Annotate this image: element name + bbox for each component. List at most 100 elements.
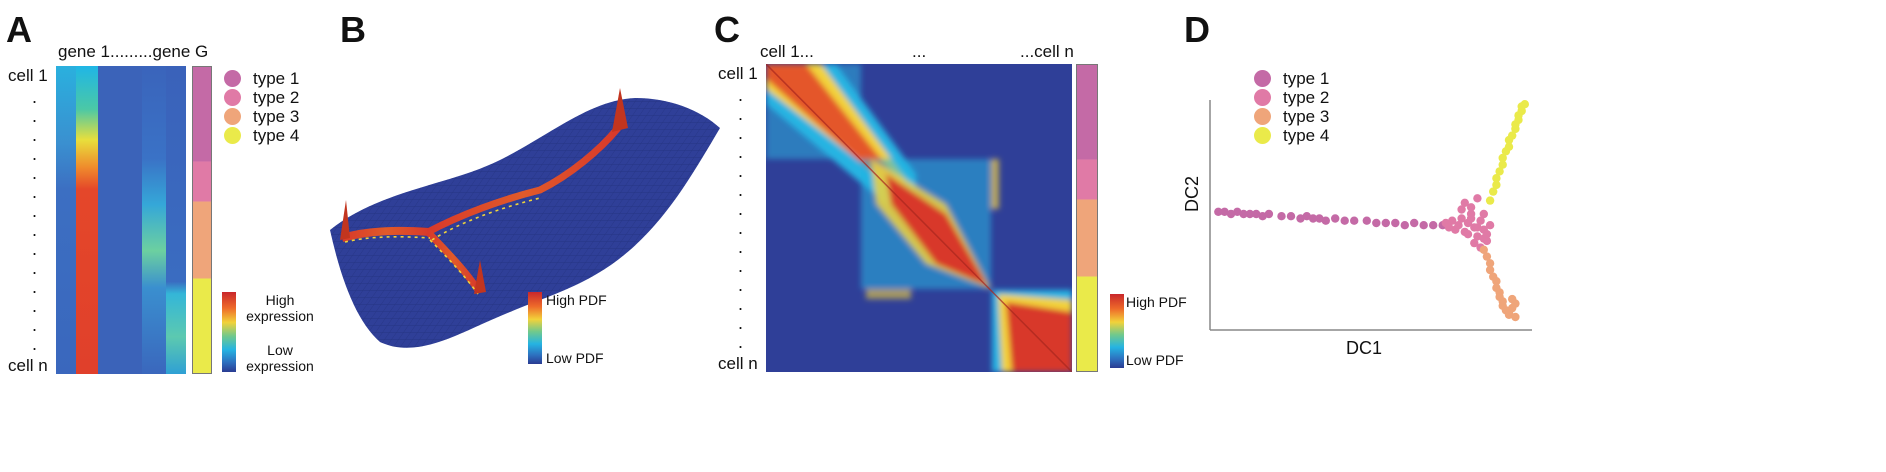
type-bar-segment-type4 [192, 278, 212, 374]
scatter-point-type1 [1391, 218, 1400, 228]
panel-a-row-top: cell 1 [8, 66, 48, 85]
legend-label: type 3 [253, 107, 300, 126]
panel-b-colorbar [528, 292, 542, 364]
legend-label: type 1 [1283, 69, 1330, 88]
scatter-point-type3 [1485, 259, 1495, 268]
panel-a-type-bar [192, 66, 212, 374]
scatter-point-type2 [1479, 234, 1488, 243]
scatter-point-type2 [1473, 194, 1482, 203]
legend-label: type 4 [253, 126, 300, 145]
scatter-point-type2 [1448, 216, 1457, 225]
legend-label: type 3 [1283, 107, 1330, 126]
type-bar-segment-type3 [1076, 199, 1098, 277]
scatter-point-type4 [1492, 180, 1501, 190]
type-1-dot [224, 70, 241, 87]
scatter-point-type2 [1457, 205, 1466, 214]
scatter-point-type1 [1302, 212, 1311, 221]
panel-c-colorbar-high: High PDF [1126, 294, 1187, 310]
scatter-point-type1 [1264, 209, 1274, 219]
legend-type-2: type 2 [1254, 86, 1329, 110]
scatter-point-type2 [1444, 223, 1454, 232]
scatter-point-type2 [1479, 209, 1488, 219]
legend-label: type 2 [253, 88, 300, 107]
panel-c-row-ellipsis: .............. [738, 85, 744, 352]
scatter-point-type2 [1460, 198, 1469, 207]
panel-c-row-bottom: cell n [718, 354, 758, 373]
scatter-point-type2 [1466, 214, 1476, 223]
scatter-point-type1 [1381, 218, 1390, 228]
legend-type-4: type 4 [224, 124, 299, 148]
scatter-point-type4 [1498, 153, 1507, 163]
legend-label: type 1 [253, 69, 300, 88]
scatter-point-type2 [1463, 230, 1473, 239]
panel-c-label: C [714, 9, 740, 50]
type-2-dot [224, 89, 241, 106]
scatter-point-type1 [1372, 218, 1381, 228]
scatter-point-type1 [1239, 209, 1248, 219]
scatter-point-type1 [1277, 212, 1286, 221]
panel-a-heatmap [56, 66, 186, 374]
scatter-point-type3 [1511, 312, 1520, 322]
panel-c-colorbar-low: Low PDF [1126, 352, 1184, 368]
type-3-dot [224, 108, 241, 125]
panel-c-col-mid: ... [912, 42, 927, 61]
panel-a-row-bottom: cell n [8, 356, 48, 375]
scatter-point-type2 [1473, 232, 1482, 241]
scatter-point-type1 [1410, 218, 1419, 228]
panel-d-label: D [1184, 9, 1210, 50]
panel-c-col-left: cell 1... [760, 42, 814, 61]
scatter-point-type4 [1489, 187, 1498, 196]
scatter-point-type1 [1296, 214, 1305, 223]
scatter-point-type2 [1466, 203, 1476, 212]
legend-label: type 4 [1283, 126, 1330, 145]
legend-type-1: type 1 [224, 67, 299, 91]
type-2-dot [1254, 89, 1271, 106]
scatter-point-type3 [1485, 265, 1495, 275]
panel-c-row-top: cell 1 [718, 64, 758, 83]
scatter-point-type1 [1286, 212, 1296, 221]
legend-type-3: type 3 [224, 105, 299, 129]
type-bar-segment-type2 [1076, 159, 1098, 200]
panel-a-column-header: gene 1.........gene G [58, 42, 209, 61]
panel-a-colorbar-high: High expression [246, 292, 314, 324]
panel-d-scatter [1209, 100, 1532, 331]
scatter-point-type1 [1362, 216, 1371, 225]
scatter-point-type3 [1479, 245, 1488, 254]
scatter-point-type1 [1214, 207, 1223, 216]
panel-c-type-bar [1076, 64, 1098, 372]
scatter-point-type1 [1419, 221, 1428, 230]
scatter-point-type1 [1220, 207, 1229, 216]
scatter-point-type3 [1482, 252, 1492, 261]
scatter-point-type2 [1473, 223, 1482, 232]
type-1-dot [1254, 70, 1271, 87]
panel-a-colorbar-low: Low expression [246, 342, 314, 374]
scatter-point-type1 [1252, 209, 1261, 219]
legend-type-1: type 1 [1254, 67, 1329, 91]
scatter-point-type4 [1520, 100, 1529, 109]
scatter-point-type1 [1350, 216, 1359, 225]
scatter-point-type1 [1340, 216, 1349, 225]
scatter-point-type3 [1511, 299, 1520, 308]
panel-a-row-ellipsis: .............. [32, 87, 38, 354]
scatter-point-type1 [1245, 209, 1255, 219]
panel-c-heatmap [766, 64, 1072, 372]
scatter-point-type3 [1492, 277, 1501, 286]
scatter-point-type1 [1321, 216, 1330, 225]
panel-a-label: A [6, 9, 32, 50]
type-3-dot [1254, 108, 1271, 125]
scatter-point-type2 [1454, 221, 1463, 230]
scatter-point-type2 [1485, 221, 1495, 230]
panel-b-label: B [340, 9, 366, 50]
type-bar-segment-type2 [192, 161, 212, 202]
scatter-point-type3 [1504, 310, 1514, 319]
type-bar-segment-type1 [192, 66, 212, 162]
scatter-point-type4 [1504, 142, 1514, 151]
scatter-point-type4 [1485, 196, 1495, 205]
scatter-point-type4 [1492, 174, 1501, 183]
scatter-point-type1 [1226, 209, 1236, 219]
scatter-point-type1 [1315, 214, 1324, 223]
type-bar-segment-type1 [1076, 64, 1098, 160]
scatter-point-type2 [1457, 214, 1466, 223]
scatter-point-type4 [1495, 167, 1504, 176]
panel-c-col-right: ...cell n [1020, 42, 1074, 61]
